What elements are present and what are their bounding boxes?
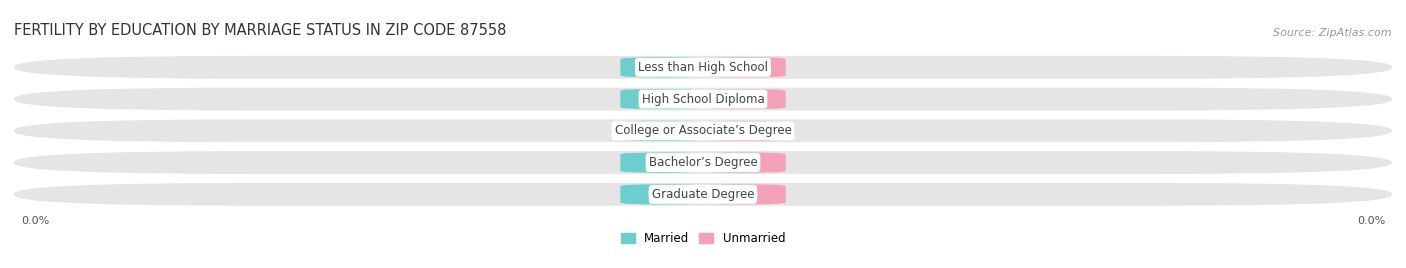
Text: 0.0%: 0.0%	[647, 62, 676, 72]
FancyBboxPatch shape	[703, 184, 786, 204]
FancyBboxPatch shape	[703, 89, 786, 109]
Text: 0.0%: 0.0%	[647, 189, 676, 199]
FancyBboxPatch shape	[14, 151, 1392, 174]
Text: Bachelor’s Degree: Bachelor’s Degree	[648, 156, 758, 169]
Text: 0.0%: 0.0%	[730, 94, 759, 104]
Text: 0.0%: 0.0%	[730, 158, 759, 168]
Legend: Married, Unmarried: Married, Unmarried	[620, 232, 786, 245]
Text: 0.0%: 0.0%	[21, 216, 49, 226]
Text: 0.0%: 0.0%	[647, 94, 676, 104]
FancyBboxPatch shape	[703, 121, 786, 141]
FancyBboxPatch shape	[620, 121, 703, 141]
FancyBboxPatch shape	[620, 152, 703, 173]
FancyBboxPatch shape	[620, 184, 703, 204]
FancyBboxPatch shape	[703, 152, 786, 173]
Text: 0.0%: 0.0%	[1357, 216, 1385, 226]
Text: 0.0%: 0.0%	[730, 189, 759, 199]
FancyBboxPatch shape	[703, 57, 786, 77]
FancyBboxPatch shape	[620, 57, 703, 77]
FancyBboxPatch shape	[14, 56, 1392, 79]
FancyBboxPatch shape	[14, 183, 1392, 206]
Text: Graduate Degree: Graduate Degree	[652, 188, 754, 201]
Text: 0.0%: 0.0%	[730, 126, 759, 136]
FancyBboxPatch shape	[14, 88, 1392, 110]
Text: 0.0%: 0.0%	[647, 126, 676, 136]
Text: Source: ZipAtlas.com: Source: ZipAtlas.com	[1274, 28, 1392, 38]
Text: 0.0%: 0.0%	[730, 62, 759, 72]
FancyBboxPatch shape	[14, 119, 1392, 142]
Text: FERTILITY BY EDUCATION BY MARRIAGE STATUS IN ZIP CODE 87558: FERTILITY BY EDUCATION BY MARRIAGE STATU…	[14, 23, 506, 38]
Text: Less than High School: Less than High School	[638, 61, 768, 74]
Text: 0.0%: 0.0%	[647, 158, 676, 168]
Text: High School Diploma: High School Diploma	[641, 92, 765, 106]
Text: College or Associate’s Degree: College or Associate’s Degree	[614, 124, 792, 137]
FancyBboxPatch shape	[620, 89, 703, 109]
